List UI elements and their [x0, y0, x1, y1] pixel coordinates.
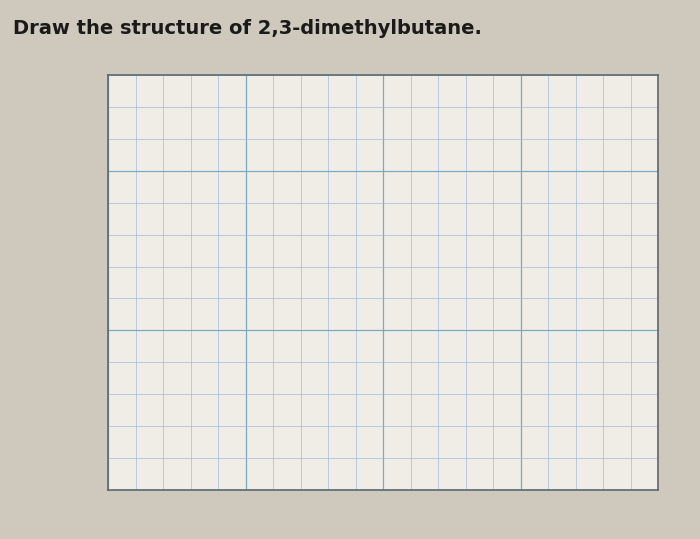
Text: Draw the structure of 2,3-dimethylbutane.: Draw the structure of 2,3-dimethylbutane… [13, 19, 482, 38]
